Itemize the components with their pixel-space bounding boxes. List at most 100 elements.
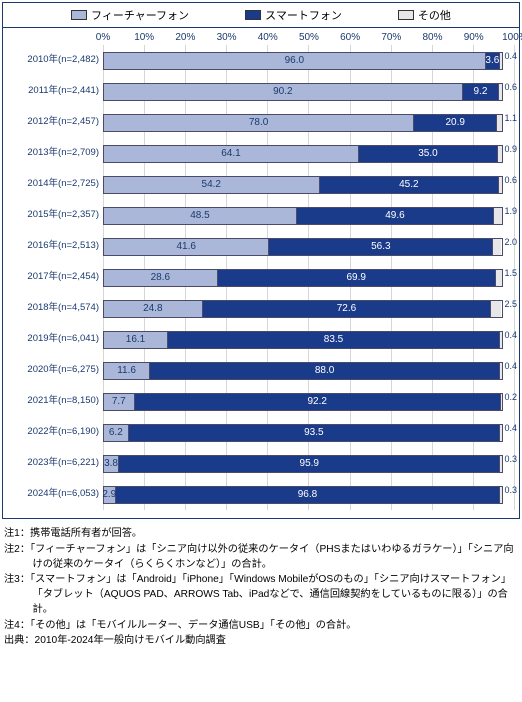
bar-holder: 64.135.00.9 [103, 138, 515, 169]
other-value-label: 1.1 [504, 113, 517, 123]
bar-row: 2011年(n=2,441)90.29.20.6 [7, 76, 515, 107]
bar-holder: 78.020.91.1 [103, 107, 515, 138]
row-label: 2016年(n=2,513) [7, 241, 103, 251]
bar-segment-feature: 7.7 [104, 394, 135, 410]
legend-item: スマートフォン [245, 7, 342, 23]
bar-segment-other [498, 146, 502, 162]
stacked-bar: 16.183.5 [103, 331, 503, 349]
footnote: 注3：「スマートフォン」は「Android」「iPhone」「Windows M… [4, 573, 518, 617]
bar-segment-smart: 95.9 [119, 456, 500, 472]
other-value-label: 0.4 [504, 423, 517, 433]
bar-segment-other [500, 332, 502, 348]
other-value-label: 0.9 [504, 144, 517, 154]
row-label: 2022年(n=6,190) [7, 427, 103, 437]
row-label: 2011年(n=2,441) [7, 86, 103, 96]
legend-swatch [245, 10, 261, 20]
bar-holder: 3.895.90.3 [103, 448, 515, 479]
row-label: 2014年(n=2,725) [7, 179, 103, 189]
other-value-label: 0.2 [504, 392, 517, 402]
bar-holder: 7.792.20.2 [103, 386, 515, 417]
bar-holder: 16.183.50.4 [103, 324, 515, 355]
stacked-bar: 54.245.2 [103, 176, 503, 194]
footnote: 出典：2010年-2024年一般向けモバイル動向調査 [4, 634, 518, 649]
other-value-label: 2.0 [504, 237, 517, 247]
legend-label: その他 [418, 7, 451, 23]
stacked-bar: 41.656.3 [103, 238, 503, 256]
bar-segment-feature: 78.0 [104, 115, 414, 131]
x-axis: 0%10%20%30%40%50%60%70%80%90%100% [7, 32, 515, 43]
stacked-bar: 24.872.6 [103, 300, 503, 318]
bar-segment-other [500, 363, 502, 379]
bar-segment-feature: 24.8 [104, 301, 203, 317]
legend-item: その他 [398, 7, 451, 23]
bar-segment-other [501, 394, 502, 410]
bar-holder: 41.656.32.0 [103, 231, 515, 262]
bar-row: 2017年(n=2,454)28.669.91.5 [7, 262, 515, 293]
bar-segment-other [493, 239, 501, 255]
row-label: 2024年(n=6,053) [7, 489, 103, 499]
bar-holder: 11.688.00.4 [103, 355, 515, 386]
other-value-label: 0.6 [504, 82, 517, 92]
other-value-label: 0.3 [504, 454, 517, 464]
bar-segment-feature: 41.6 [104, 239, 269, 255]
bar-row: 2023年(n=6,221)3.895.90.3 [7, 448, 515, 479]
bar-row: 2012年(n=2,457)78.020.91.1 [7, 107, 515, 138]
other-value-label: 0.4 [504, 51, 517, 61]
bar-segment-feature: 6.2 [104, 425, 129, 441]
bar-segment-feature: 54.2 [104, 177, 320, 193]
bar-holder: 6.293.50.4 [103, 417, 515, 448]
other-value-label: 0.6 [504, 175, 517, 185]
bar-row: 2015年(n=2,357)48.549.61.9 [7, 200, 515, 231]
bar-segment-smart: 83.5 [168, 332, 500, 348]
legend-item: フィーチャーフォン [71, 7, 189, 23]
bar-holder: 28.669.91.5 [103, 262, 515, 293]
bar-holder: 48.549.61.9 [103, 200, 515, 231]
bar-segment-other [491, 301, 501, 317]
row-label: 2021年(n=8,150) [7, 396, 103, 406]
bar-segment-feature: 16.1 [104, 332, 168, 348]
bar-segment-feature: 96.0 [104, 53, 486, 69]
stacked-bar: 90.29.2 [103, 83, 503, 101]
bar-row: 2019年(n=6,041)16.183.50.4 [7, 324, 515, 355]
stacked-bar: 6.293.5 [103, 424, 503, 442]
bar-segment-other [499, 177, 501, 193]
bar-segment-smart: 93.5 [129, 425, 500, 441]
legend: フィーチャーフォン スマートフォン その他 [3, 3, 519, 28]
bars-area: 2010年(n=2,482)96.03.6 0.4 2011年(n=2,441)90… [7, 45, 515, 510]
row-label: 2010年(n=2,482) [7, 55, 103, 65]
stacked-bar: 3.895.9 [103, 455, 503, 473]
bar-segment-smart: 56.3 [269, 239, 493, 255]
bar-segment-smart: 96.8 [116, 487, 501, 503]
row-label: 2019年(n=6,041) [7, 334, 103, 344]
bar-segment-smart: 3.6 [486, 53, 500, 69]
other-value-label: 1.9 [504, 206, 517, 216]
bar-segment-feature: 28.6 [104, 270, 218, 286]
stacked-bar: 7.792.2 [103, 393, 503, 411]
bar-holder: 96.03.6 0.4 [103, 45, 515, 76]
bar-segment-feature: 64.1 [104, 146, 359, 162]
bar-segment-other [494, 208, 502, 224]
bar-segment-feature: 90.2 [104, 84, 463, 100]
bar-row: 2014年(n=2,725)54.245.20.6 [7, 169, 515, 200]
bar-row: 2013年(n=2,709)64.135.00.9 [7, 138, 515, 169]
stacked-bar: 78.020.9 [103, 114, 503, 132]
bar-segment-smart: 45.2 [320, 177, 500, 193]
bar-segment-smart: 69.9 [218, 270, 496, 286]
bar-row: 2020年(n=6,275)11.688.00.4 [7, 355, 515, 386]
footnote: 注4：「その他」は「モバイルルーター、データ通信USB」「その他」の合計。 [4, 619, 518, 634]
bar-segment-feature: 2.9 [104, 487, 116, 503]
row-label: 2020年(n=6,275) [7, 365, 103, 375]
row-label: 2015年(n=2,357) [7, 210, 103, 220]
bar-segment-smart: 92.2 [135, 394, 501, 410]
other-value-label: 2.5 [504, 299, 517, 309]
bar-row: 2021年(n=8,150)7.792.20.2 [7, 386, 515, 417]
bar-row: 2016年(n=2,513)41.656.32.0 [7, 231, 515, 262]
bar-segment-smart: 72.6 [203, 301, 492, 317]
other-value-label: 0.4 [504, 330, 517, 340]
bar-holder: 2.996.80.3 [103, 479, 515, 510]
bar-segment-other [499, 84, 501, 100]
footnote: 注2：「フィーチャーフォン」は「シニア向け以外の従来のケータイ（PHSまたはいわ… [4, 543, 518, 573]
row-label: 2018年(n=4,574) [7, 303, 103, 313]
legend-swatch [71, 10, 87, 20]
bar-row: 2010年(n=2,482)96.03.6 0.4 [7, 45, 515, 76]
